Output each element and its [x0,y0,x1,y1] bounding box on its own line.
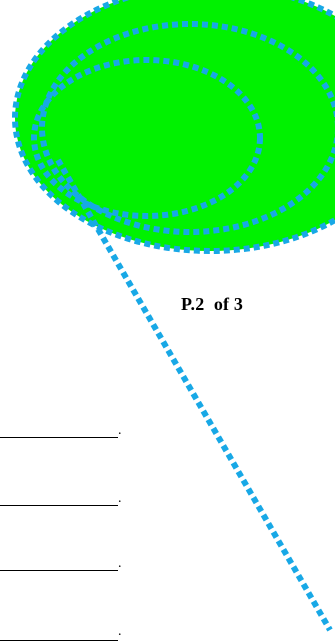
answer-line-1-end-mark: . [118,423,122,438]
dotted-pointer-line [55,158,333,632]
green-ellipse [12,0,335,254]
answer-line-1 [0,437,118,438]
answer-line-4-end-mark: . [118,624,122,639]
answer-line-2-end-mark: . [118,491,122,506]
answer-line-2 [0,505,118,506]
answer-line-3 [0,570,118,571]
page-number-label: P.2 of 3 [181,294,244,314]
answer-line-3-end-mark: . [118,556,122,571]
inner-dotted-ring [31,57,263,219]
